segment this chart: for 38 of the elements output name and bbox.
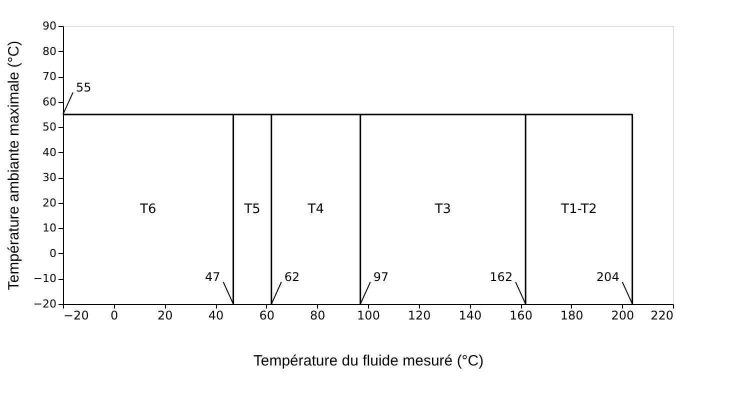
annotation: T4	[306, 202, 324, 218]
x-tick-label: 0	[110, 308, 118, 322]
y-tick-label: 0	[50, 246, 56, 260]
annotation: 62	[284, 270, 300, 284]
y-tick-label: 50	[42, 120, 56, 134]
y-tick-label: 10	[42, 222, 56, 235]
y-tick-label: −20	[33, 298, 56, 310]
x-tick-label: 20	[158, 308, 173, 322]
y-tick-label: 80	[42, 44, 56, 58]
x-tick-label: −20	[64, 308, 89, 322]
x-tick-label: 60	[259, 308, 274, 322]
annotation: 162	[490, 270, 513, 284]
annotation: 47	[205, 270, 220, 284]
x-tick-label: 100	[357, 308, 380, 322]
y-axis-title: Température ambiante maximale (°C)	[5, 40, 22, 290]
x-tick-label: 180	[560, 308, 584, 322]
x-tick-label: 220	[650, 308, 674, 322]
y-tick-label: 60	[42, 95, 56, 108]
y-tick-label: 90	[42, 20, 56, 32]
y-tick-label: 30	[42, 171, 56, 184]
annotation: 204	[596, 270, 620, 284]
annotation: T6	[139, 202, 156, 218]
x-tick-label: 160	[510, 308, 532, 322]
x-tick-label: 80	[310, 308, 326, 322]
y-tick-label: 70	[42, 70, 56, 84]
x-tick-label: 120	[408, 308, 431, 322]
y-tick-label: −10	[33, 272, 56, 286]
x-axis-title: Température du fluide mesuré (°C)	[253, 352, 484, 370]
annotation: 97	[373, 270, 389, 284]
x-tick-label: 140	[458, 308, 482, 322]
y-tick-label: 20	[42, 196, 56, 210]
y-tick-label: 40	[42, 146, 56, 159]
annotation: 55	[76, 80, 92, 94]
annotation: T3	[434, 202, 452, 218]
annotation: T1-T2	[560, 202, 597, 218]
annotation: T5	[243, 202, 260, 218]
x-tick-label: 40	[208, 308, 224, 322]
x-tick-label: 200	[611, 308, 634, 322]
